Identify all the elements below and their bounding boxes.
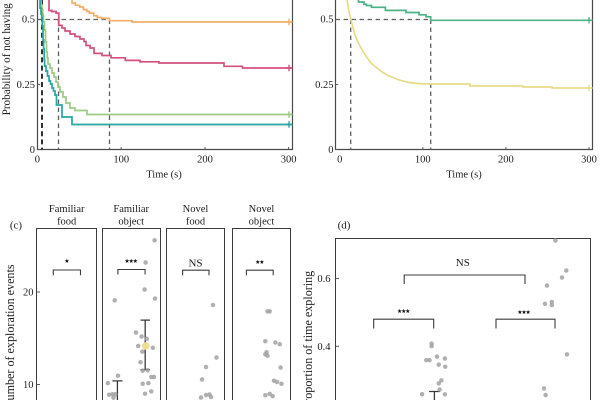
svg-text:Number of exploration events: Number of exploration events (3, 264, 17, 400)
svg-text:300: 300 (581, 155, 597, 166)
svg-text:0: 0 (30, 145, 35, 156)
svg-text:0.5: 0.5 (320, 14, 333, 25)
svg-text:0.25: 0.25 (17, 80, 35, 91)
svg-text:object: object (118, 217, 144, 228)
svg-text:0.5: 0.5 (22, 14, 35, 25)
svg-text:Proportion of time exploring: Proportion of time exploring (301, 271, 315, 400)
svg-text:0: 0 (328, 145, 333, 156)
svg-text:Time (s): Time (s) (146, 170, 182, 181)
svg-text:food: food (186, 217, 206, 228)
svg-text:0: 0 (337, 155, 342, 166)
svg-text:100: 100 (415, 155, 431, 166)
svg-text:NS: NS (188, 258, 202, 270)
svg-text:20: 20 (23, 288, 34, 299)
svg-text:Probability of not having eate: Probability of not having eaten (1, 0, 13, 115)
svg-text:(c): (c) (10, 220, 23, 232)
svg-text:(d): (d) (338, 220, 351, 232)
svg-text:0.4: 0.4 (317, 342, 331, 353)
svg-text:NS: NS (456, 257, 470, 269)
svg-text:10: 10 (23, 380, 34, 391)
svg-text:Novel: Novel (183, 204, 209, 215)
svg-text:100: 100 (113, 155, 129, 166)
svg-text:object: object (249, 217, 275, 228)
svg-text:200: 200 (498, 155, 514, 166)
svg-text:Familiar: Familiar (113, 204, 149, 215)
svg-text:200: 200 (197, 155, 213, 166)
svg-text:0.25: 0.25 (315, 80, 333, 91)
svg-text:Time (s): Time (s) (446, 170, 482, 181)
svg-text:0: 0 (35, 155, 40, 166)
svg-text:300: 300 (281, 155, 297, 166)
svg-text:Novel: Novel (249, 204, 275, 215)
svg-text:Familiar: Familiar (49, 204, 85, 215)
svg-text:food: food (57, 217, 77, 228)
svg-text:0.6: 0.6 (317, 274, 330, 285)
